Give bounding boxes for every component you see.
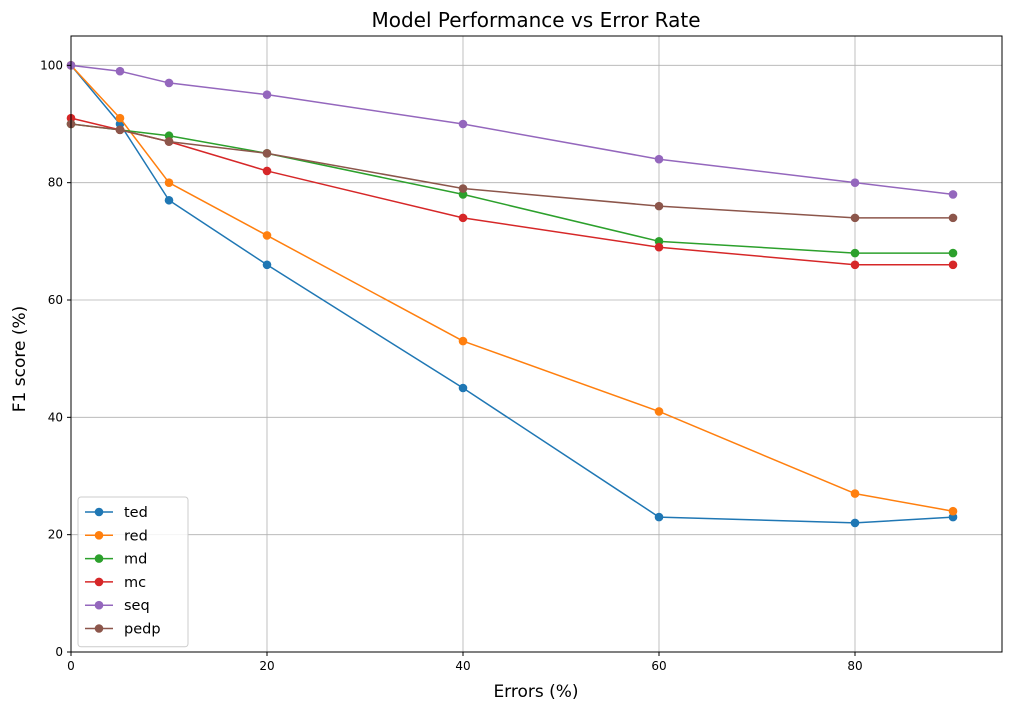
legend: ted red md mc seq pedp <box>77 496 189 648</box>
data-point-seq <box>850 178 860 187</box>
y-axis: 0 20 40 60 80 100 <box>40 58 71 659</box>
x-tick-label: 40 <box>455 659 470 673</box>
data-point-pedp <box>948 213 958 223</box>
x-tick-label: 80 <box>847 659 862 673</box>
data-point-ted <box>458 383 468 393</box>
x-tick-label: 60 <box>651 659 666 673</box>
y-tick-label: 20 <box>48 528 63 542</box>
series-line-md <box>70 123 953 254</box>
legend-item-md: md <box>85 552 147 568</box>
data-point-md <box>948 248 958 258</box>
legend-box <box>77 496 189 648</box>
chart-title: Model Performance vs Error Rate <box>371 8 700 32</box>
data-point-pedp <box>164 137 174 146</box>
y-axis-title: F1 score (%) <box>10 306 30 413</box>
y-tick-label: 100 <box>40 58 63 72</box>
data-point-seq <box>262 90 272 99</box>
legend-swatch-marker <box>94 531 104 540</box>
grid <box>70 36 1002 653</box>
legend-item-red: red <box>85 528 148 544</box>
data-point-seq <box>164 78 174 88</box>
data-point-pedp <box>115 125 125 135</box>
legend-label: red <box>124 528 148 544</box>
x-tick-label: 20 <box>259 659 274 673</box>
y-tick-label: 60 <box>48 293 63 307</box>
legend-label: mc <box>124 575 146 591</box>
data-point-ted <box>654 512 664 522</box>
series-md <box>66 119 958 258</box>
series-layer <box>66 61 958 528</box>
data-point-seq <box>458 119 468 129</box>
series-line-seq <box>70 64 954 196</box>
legend-item-seq: seq <box>85 598 150 614</box>
data-point-md <box>850 248 860 258</box>
data-point-pedp <box>262 149 272 158</box>
series-ted <box>66 61 958 528</box>
series-seq <box>66 61 958 199</box>
data-point-mc <box>458 213 468 223</box>
data-point-red <box>850 489 860 498</box>
legend-swatch-marker <box>94 507 104 517</box>
data-point-pedp <box>458 184 468 193</box>
legend-label: seq <box>124 598 150 614</box>
data-point-mc <box>262 166 272 176</box>
data-point-red <box>115 113 125 123</box>
legend-item-ted: ted <box>85 505 148 521</box>
legend-swatch-marker <box>94 624 104 633</box>
legend-label: ted <box>124 505 148 521</box>
y-tick-label: 80 <box>48 176 63 190</box>
legend-label: md <box>124 552 147 568</box>
legend-swatch-marker <box>94 577 104 587</box>
series-line-pedp <box>70 123 953 219</box>
data-point-mc <box>850 260 860 270</box>
legend-swatch-marker <box>94 600 104 610</box>
data-point-ted <box>850 518 860 528</box>
data-point-seq <box>948 190 958 199</box>
data-point-red <box>948 506 958 516</box>
series-red <box>66 61 958 516</box>
series-line-mc <box>70 117 953 266</box>
x-axis: 0 20 40 60 80 <box>67 652 863 673</box>
x-tick-label: 0 <box>67 659 75 673</box>
data-point-ted <box>164 195 174 205</box>
data-point-red <box>654 407 664 416</box>
series-pedp <box>66 119 958 223</box>
data-point-seq <box>654 154 664 164</box>
legend-item-pedp: pedp <box>85 622 161 638</box>
data-point-red <box>164 178 174 187</box>
legend-swatch-marker <box>94 554 104 563</box>
y-tick-label: 0 <box>55 645 63 659</box>
legend-item-mc: mc <box>85 575 146 591</box>
data-point-pedp <box>850 213 860 223</box>
series-line-ted <box>70 64 954 524</box>
plot-frame <box>70 35 1003 653</box>
series-mc <box>66 113 958 270</box>
x-axis-title: Errors (%) <box>493 682 578 702</box>
data-point-pedp <box>654 201 664 211</box>
data-point-red <box>458 336 468 346</box>
y-tick-label: 40 <box>48 410 63 424</box>
data-point-ted <box>262 260 272 270</box>
legend-label: pedp <box>124 622 161 638</box>
data-point-seq <box>115 66 125 76</box>
data-point-mc <box>948 260 958 270</box>
series-line-red <box>70 64 954 512</box>
data-point-red <box>262 231 272 240</box>
data-point-mc <box>654 242 664 252</box>
